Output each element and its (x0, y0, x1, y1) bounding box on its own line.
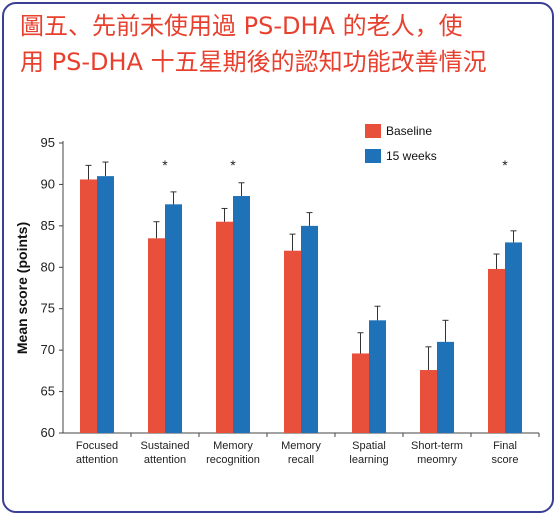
legend-label: 15 weeks (386, 149, 437, 163)
bar-baseline (148, 238, 165, 433)
bar-baseline (488, 268, 505, 433)
bar-15-weeks (437, 341, 454, 433)
legend-label: Baseline (386, 124, 432, 138)
y-tick-label: 65 (41, 384, 55, 399)
y-tick-label: 90 (41, 176, 55, 191)
bar-baseline (284, 250, 301, 433)
bar-15-weeks (97, 176, 114, 433)
chart-legend: Baseline 15 weeks (365, 124, 437, 163)
bar-15-weeks (505, 242, 522, 433)
chart-labels: 60 65 70 75 80 85 90 95 Mean score (points) Focus… (14, 135, 518, 466)
y-tick-label: 95 (41, 135, 55, 150)
x-category-label: recognition (206, 454, 260, 466)
title-line-2: 用 PS-DHA 十五星期後的認知功能改善情況 (20, 48, 487, 76)
x-category-label: recall (288, 454, 314, 466)
y-axis-label: Mean score (points) (14, 222, 30, 354)
y-tick-label: 70 (41, 342, 55, 357)
x-category-label: learning (349, 454, 388, 466)
title-line-1: 圖五、先前未使用過 PS-DHA 的老人，使 (20, 12, 463, 40)
x-category-label: attention (76, 454, 118, 466)
x-category-label: Short-term (411, 440, 463, 452)
x-category-label: meomry (417, 454, 457, 466)
figure-title: 圖五、先前未使用過 PS-DHA 的老人，使 用 PS-DHA 十五星期後的認知… (20, 8, 540, 80)
significance-star: * (502, 157, 508, 173)
bar-15-weeks (233, 196, 250, 433)
x-category-label: attention (144, 454, 186, 466)
bar-15-weeks (369, 320, 386, 433)
x-category-label: score (492, 454, 519, 466)
y-tick-label: 85 (41, 218, 55, 233)
significance-star: * (162, 157, 168, 173)
bar-baseline (80, 179, 97, 433)
legend-swatch (365, 149, 381, 163)
bar-baseline (352, 353, 369, 433)
x-category-label: Focused (76, 440, 118, 452)
bar-baseline (216, 221, 233, 433)
legend-swatch (365, 124, 381, 138)
x-category-label: Final (493, 440, 517, 452)
x-category-label: Spatial (352, 440, 386, 452)
x-category-label: Memory (281, 440, 321, 452)
x-category-label: Sustained (141, 440, 190, 452)
bar-15-weeks (165, 204, 182, 433)
y-tick-label: 60 (41, 425, 55, 440)
y-tick-label: 75 (41, 301, 55, 316)
y-tick-label: 80 (41, 259, 55, 274)
significance-star: * (230, 157, 236, 173)
bar-15-weeks (301, 225, 318, 433)
x-category-label: Memory (213, 440, 253, 452)
chart-bars (80, 161, 522, 433)
bar-baseline (420, 370, 437, 433)
